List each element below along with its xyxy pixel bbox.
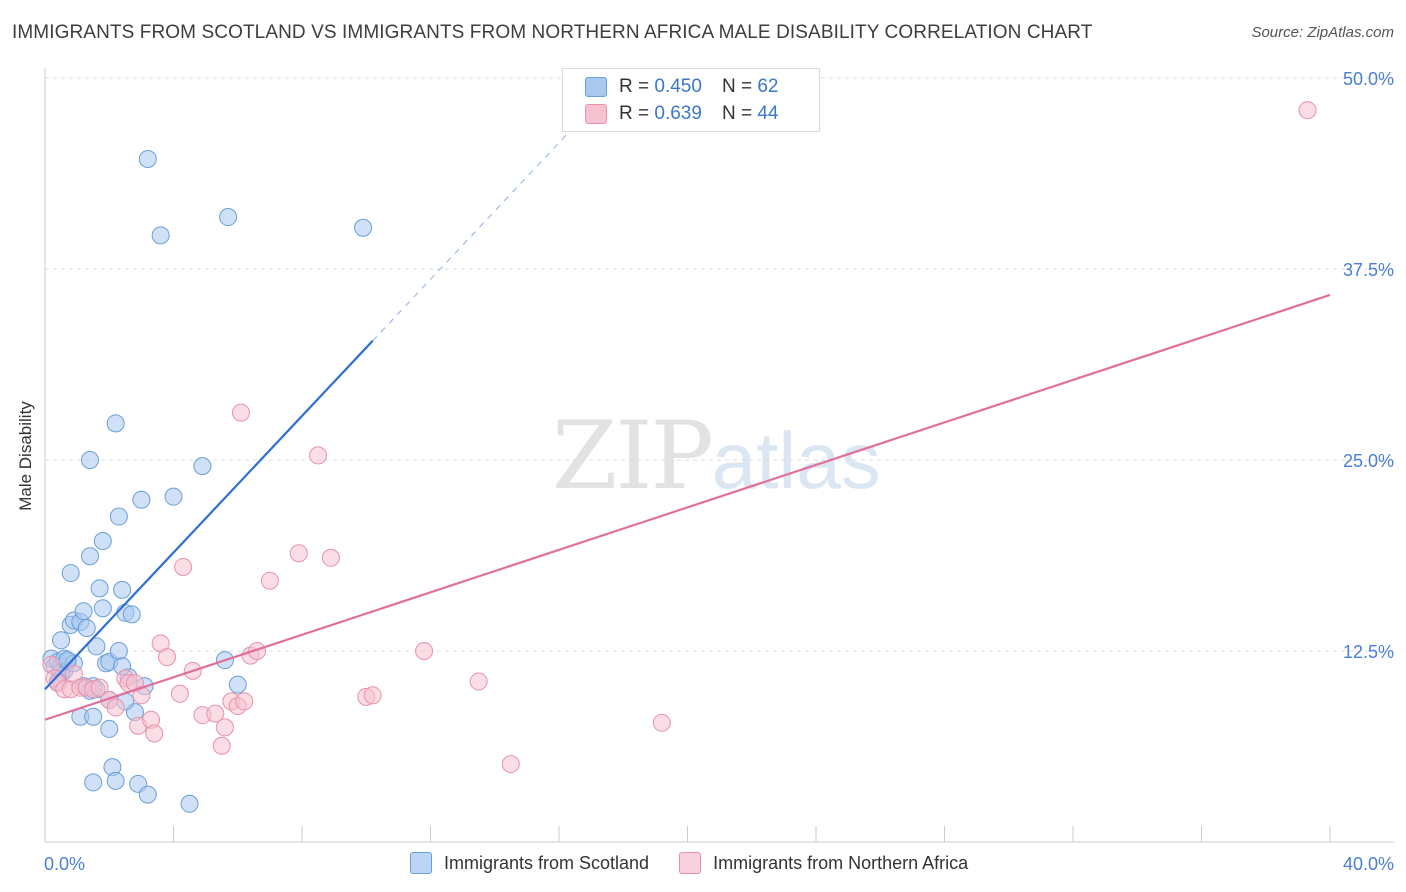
data-point-scotland	[93, 599, 112, 618]
data-point-northern-africa	[321, 548, 340, 567]
trend-line-scotland	[44, 340, 374, 690]
x-tick-label: 0.0%	[44, 854, 85, 874]
data-point-scotland	[77, 619, 96, 638]
legend-row-scotland: R = 0.450 N = 62	[585, 75, 778, 99]
data-point-scotland	[132, 490, 151, 509]
data-point-northern-africa	[174, 557, 193, 576]
legend-row-northern-africa: R = 0.639 N = 44	[585, 102, 778, 126]
legend-label-scotland: Immigrants from Scotland	[444, 852, 650, 873]
data-point-scotland	[93, 531, 112, 550]
data-point-scotland	[151, 226, 170, 245]
x-tick-label: 40.0%	[1343, 854, 1394, 874]
data-point-scotland	[219, 208, 238, 227]
data-point-northern-africa	[206, 704, 225, 723]
data-point-northern-africa	[248, 642, 267, 660]
scotland-swatch	[410, 852, 432, 874]
trend-line-northern-africa	[44, 293, 1331, 721]
data-point-northern-africa	[215, 718, 234, 737]
data-point-scotland	[106, 771, 125, 790]
legend-item-northern-africa[interactable]: Immigrants from Northern Africa	[679, 852, 968, 874]
correlation-legend: R = 0.450 N = 62 R = 0.639 N = 44	[562, 68, 820, 132]
scotland-swatch	[585, 77, 607, 97]
data-point-northern-africa	[469, 672, 488, 691]
watermark-part1: ZIP	[552, 402, 714, 511]
data-point-scotland	[109, 642, 128, 660]
legend-item-scotland[interactable]: Immigrants from Scotland	[410, 852, 649, 874]
data-point-scotland	[180, 794, 199, 813]
legend-label-northern-africa: Immigrants from Northern Africa	[713, 852, 969, 873]
r-label: R =	[619, 76, 650, 97]
data-point-scotland	[228, 675, 247, 694]
data-point-scotland	[164, 487, 183, 506]
data-point-scotland	[74, 602, 93, 621]
n-value: 62	[757, 76, 779, 97]
data-point-scotland	[138, 149, 157, 168]
data-point-northern-africa	[212, 736, 231, 755]
data-point-northern-africa	[106, 698, 125, 717]
trend-extension-scotland	[372, 108, 592, 342]
data-point-scotland	[138, 785, 157, 804]
data-point-northern-africa	[363, 686, 382, 705]
data-point-scotland	[61, 564, 80, 583]
data-point-scotland	[90, 579, 109, 598]
data-point-scotland	[80, 451, 99, 469]
r-value: 0.639	[654, 103, 702, 124]
data-point-northern-africa	[235, 692, 254, 711]
watermark-logo: ZIPatlas	[552, 402, 881, 511]
northern-africa-swatch	[585, 104, 607, 124]
data-point-scotland	[52, 631, 71, 650]
r-label: R =	[619, 103, 650, 124]
data-point-scotland	[87, 637, 106, 656]
chart-title: IMMIGRANTS FROM SCOTLAND VS IMMIGRANTS F…	[12, 22, 1093, 43]
n-label: N =	[721, 103, 753, 124]
source-credit: Source: ZipAtlas.com	[1251, 24, 1394, 41]
y-axis-label: Male Disability	[16, 401, 35, 511]
y-tick-label: 37.5%	[1343, 260, 1394, 280]
data-point-scotland	[84, 707, 103, 726]
y-tick-label: 25.0%	[1343, 451, 1394, 471]
data-point-scotland	[113, 580, 132, 599]
data-point-northern-africa	[1298, 101, 1317, 120]
data-point-northern-africa	[145, 724, 164, 743]
data-point-northern-africa	[170, 684, 189, 703]
data-point-northern-africa	[652, 713, 671, 732]
y-tick-label: 12.5%	[1343, 642, 1394, 662]
data-point-scotland	[193, 457, 212, 476]
data-point-scotland	[100, 719, 119, 738]
data-point-scotland	[122, 605, 141, 624]
data-point-scotland	[109, 507, 128, 526]
data-point-northern-africa	[158, 648, 177, 667]
data-point-northern-africa	[289, 544, 308, 563]
data-point-northern-africa	[415, 642, 434, 660]
n-value: 44	[757, 103, 779, 124]
data-point-northern-africa	[231, 403, 250, 422]
data-point-scotland	[80, 547, 99, 566]
data-point-scotland	[106, 414, 125, 433]
n-label: N =	[721, 76, 753, 97]
y-tick-label: 50.0%	[1343, 69, 1394, 89]
northern-africa-swatch	[679, 852, 702, 874]
data-point-scotland	[354, 218, 373, 237]
data-point-scotland	[84, 773, 103, 792]
data-point-northern-africa	[309, 446, 328, 465]
series-legend: Immigrants from Scotland Immigrants from…	[410, 852, 998, 874]
data-point-northern-africa	[501, 755, 520, 774]
r-value: 0.450	[654, 76, 702, 97]
data-point-northern-africa	[90, 678, 109, 697]
data-point-northern-africa	[260, 571, 279, 590]
